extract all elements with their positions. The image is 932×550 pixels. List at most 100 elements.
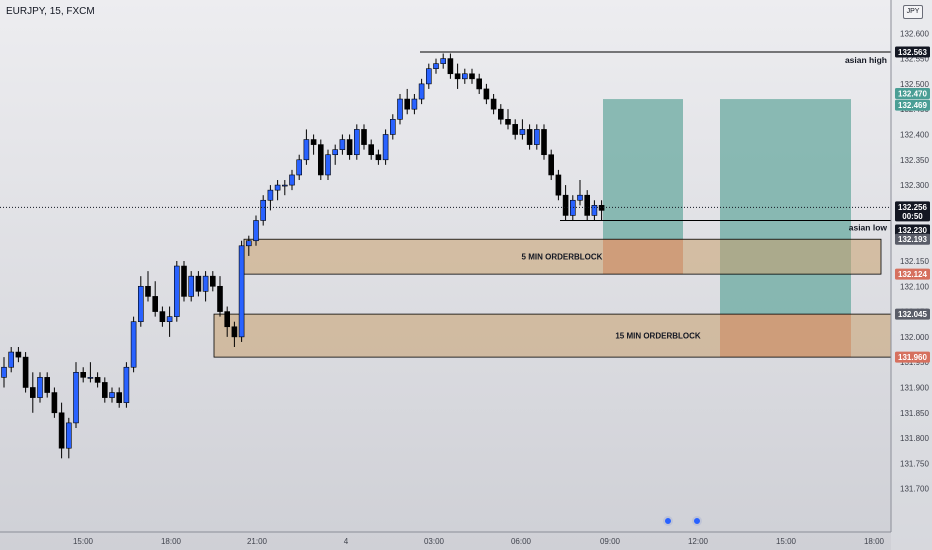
price-tick-label: 132.300	[900, 181, 929, 190]
candle	[58, 402, 65, 459]
candle	[1, 357, 7, 388]
candle	[339, 134, 346, 155]
candle	[166, 306, 173, 337]
economic-event-icon[interactable]	[692, 516, 702, 526]
candle-body	[569, 199, 576, 216]
candle-body	[433, 63, 439, 69]
time-tick-label: 15:00	[73, 537, 94, 546]
candle-body	[454, 73, 461, 80]
candle	[238, 240, 245, 342]
candle-body	[231, 326, 238, 338]
candle	[51, 387, 58, 418]
price-tick-label: 131.950	[900, 358, 929, 367]
price-tag-bg	[895, 46, 930, 58]
candle-body	[152, 296, 158, 312]
lines-layer: asian high asian low	[0, 51, 891, 233]
currency-button[interactable]: JPY	[903, 5, 923, 19]
candle	[116, 387, 122, 408]
orderblock-5min-label: 5 MIN ORDERBLOCK	[522, 253, 603, 262]
price-tag-bg	[895, 268, 930, 280]
candle	[598, 200, 605, 221]
candle-body	[73, 372, 79, 424]
candle	[195, 271, 202, 297]
candle-body	[159, 311, 166, 323]
candle	[490, 93, 497, 115]
price-tick-label: 132.350	[900, 156, 929, 165]
candle-body	[274, 184, 281, 191]
candle	[519, 119, 526, 140]
candle	[130, 316, 137, 373]
candle-body	[145, 285, 151, 297]
candle-body	[411, 98, 418, 110]
economic-event-icon[interactable]	[663, 516, 673, 526]
price-tag-value: 132.256	[898, 203, 927, 212]
candle	[310, 134, 317, 155]
candle-body	[397, 98, 403, 120]
time-tick-label: 21:00	[247, 537, 268, 546]
candle-body	[533, 129, 540, 145]
time-tick-label: 09:00	[600, 537, 621, 546]
candle-body	[29, 387, 36, 398]
price-tag: 132.045	[895, 308, 930, 320]
candle	[562, 185, 569, 221]
candle-body	[281, 184, 288, 187]
candle-body	[519, 129, 526, 135]
price-tag-value: 132.563	[898, 48, 927, 57]
candle-body	[130, 321, 137, 368]
asian-low-label: asian low	[849, 223, 888, 233]
candle	[397, 93, 403, 125]
price-tag-bg	[895, 88, 930, 100]
candle	[375, 149, 382, 165]
candle	[15, 347, 22, 363]
symbol-label[interactable]: EURJPY, 15, FXCM	[6, 6, 95, 17]
candle-body	[548, 154, 555, 176]
candle	[303, 129, 310, 165]
price-tick-label: 132.600	[900, 29, 929, 38]
candle	[281, 180, 288, 196]
candle-body	[562, 194, 569, 216]
price-tick-label: 131.750	[900, 459, 929, 468]
candle-body	[174, 265, 180, 317]
candle-body	[447, 58, 454, 75]
candle-body	[37, 377, 43, 398]
candle-body	[246, 240, 252, 247]
candle	[210, 271, 216, 292]
price-tag-value: 132.193	[898, 235, 927, 244]
candle-body	[303, 139, 310, 161]
candle-body	[526, 129, 533, 145]
candle	[152, 281, 158, 317]
candle-body	[469, 73, 475, 80]
candle	[569, 195, 576, 221]
candle-body	[15, 351, 22, 358]
candle-body	[541, 129, 547, 156]
candle	[94, 372, 101, 388]
candle	[181, 260, 187, 302]
candle	[22, 352, 29, 393]
candle-body	[389, 118, 396, 135]
candle	[332, 144, 339, 165]
price-tick-label: 132.100	[900, 282, 929, 291]
candle	[555, 169, 562, 201]
candle-body	[368, 144, 375, 156]
candle	[138, 276, 144, 327]
time-axis[interactable]: 15:00 18:00 21:00 4 03:00 06:00 09:00 12:00 15:0…	[0, 531, 891, 546]
candle-body	[109, 392, 115, 398]
candle-body	[87, 377, 94, 379]
candle	[454, 63, 461, 89]
target-zone	[603, 99, 683, 240]
time-tick-label: 03:00	[424, 537, 445, 546]
candle-body	[66, 422, 72, 449]
price-tag-bg	[895, 308, 930, 320]
candle-body	[325, 154, 331, 176]
candle-body	[253, 220, 259, 242]
candle-body	[210, 275, 216, 287]
orderblock-15min-label: 15 MIN ORDERBLOCK	[615, 332, 701, 341]
candle	[411, 93, 418, 115]
price-tick-label: 131.700	[900, 485, 929, 494]
candles-layer	[1, 53, 605, 459]
time-tick-label: 4	[344, 537, 349, 546]
candle-body	[310, 139, 317, 145]
